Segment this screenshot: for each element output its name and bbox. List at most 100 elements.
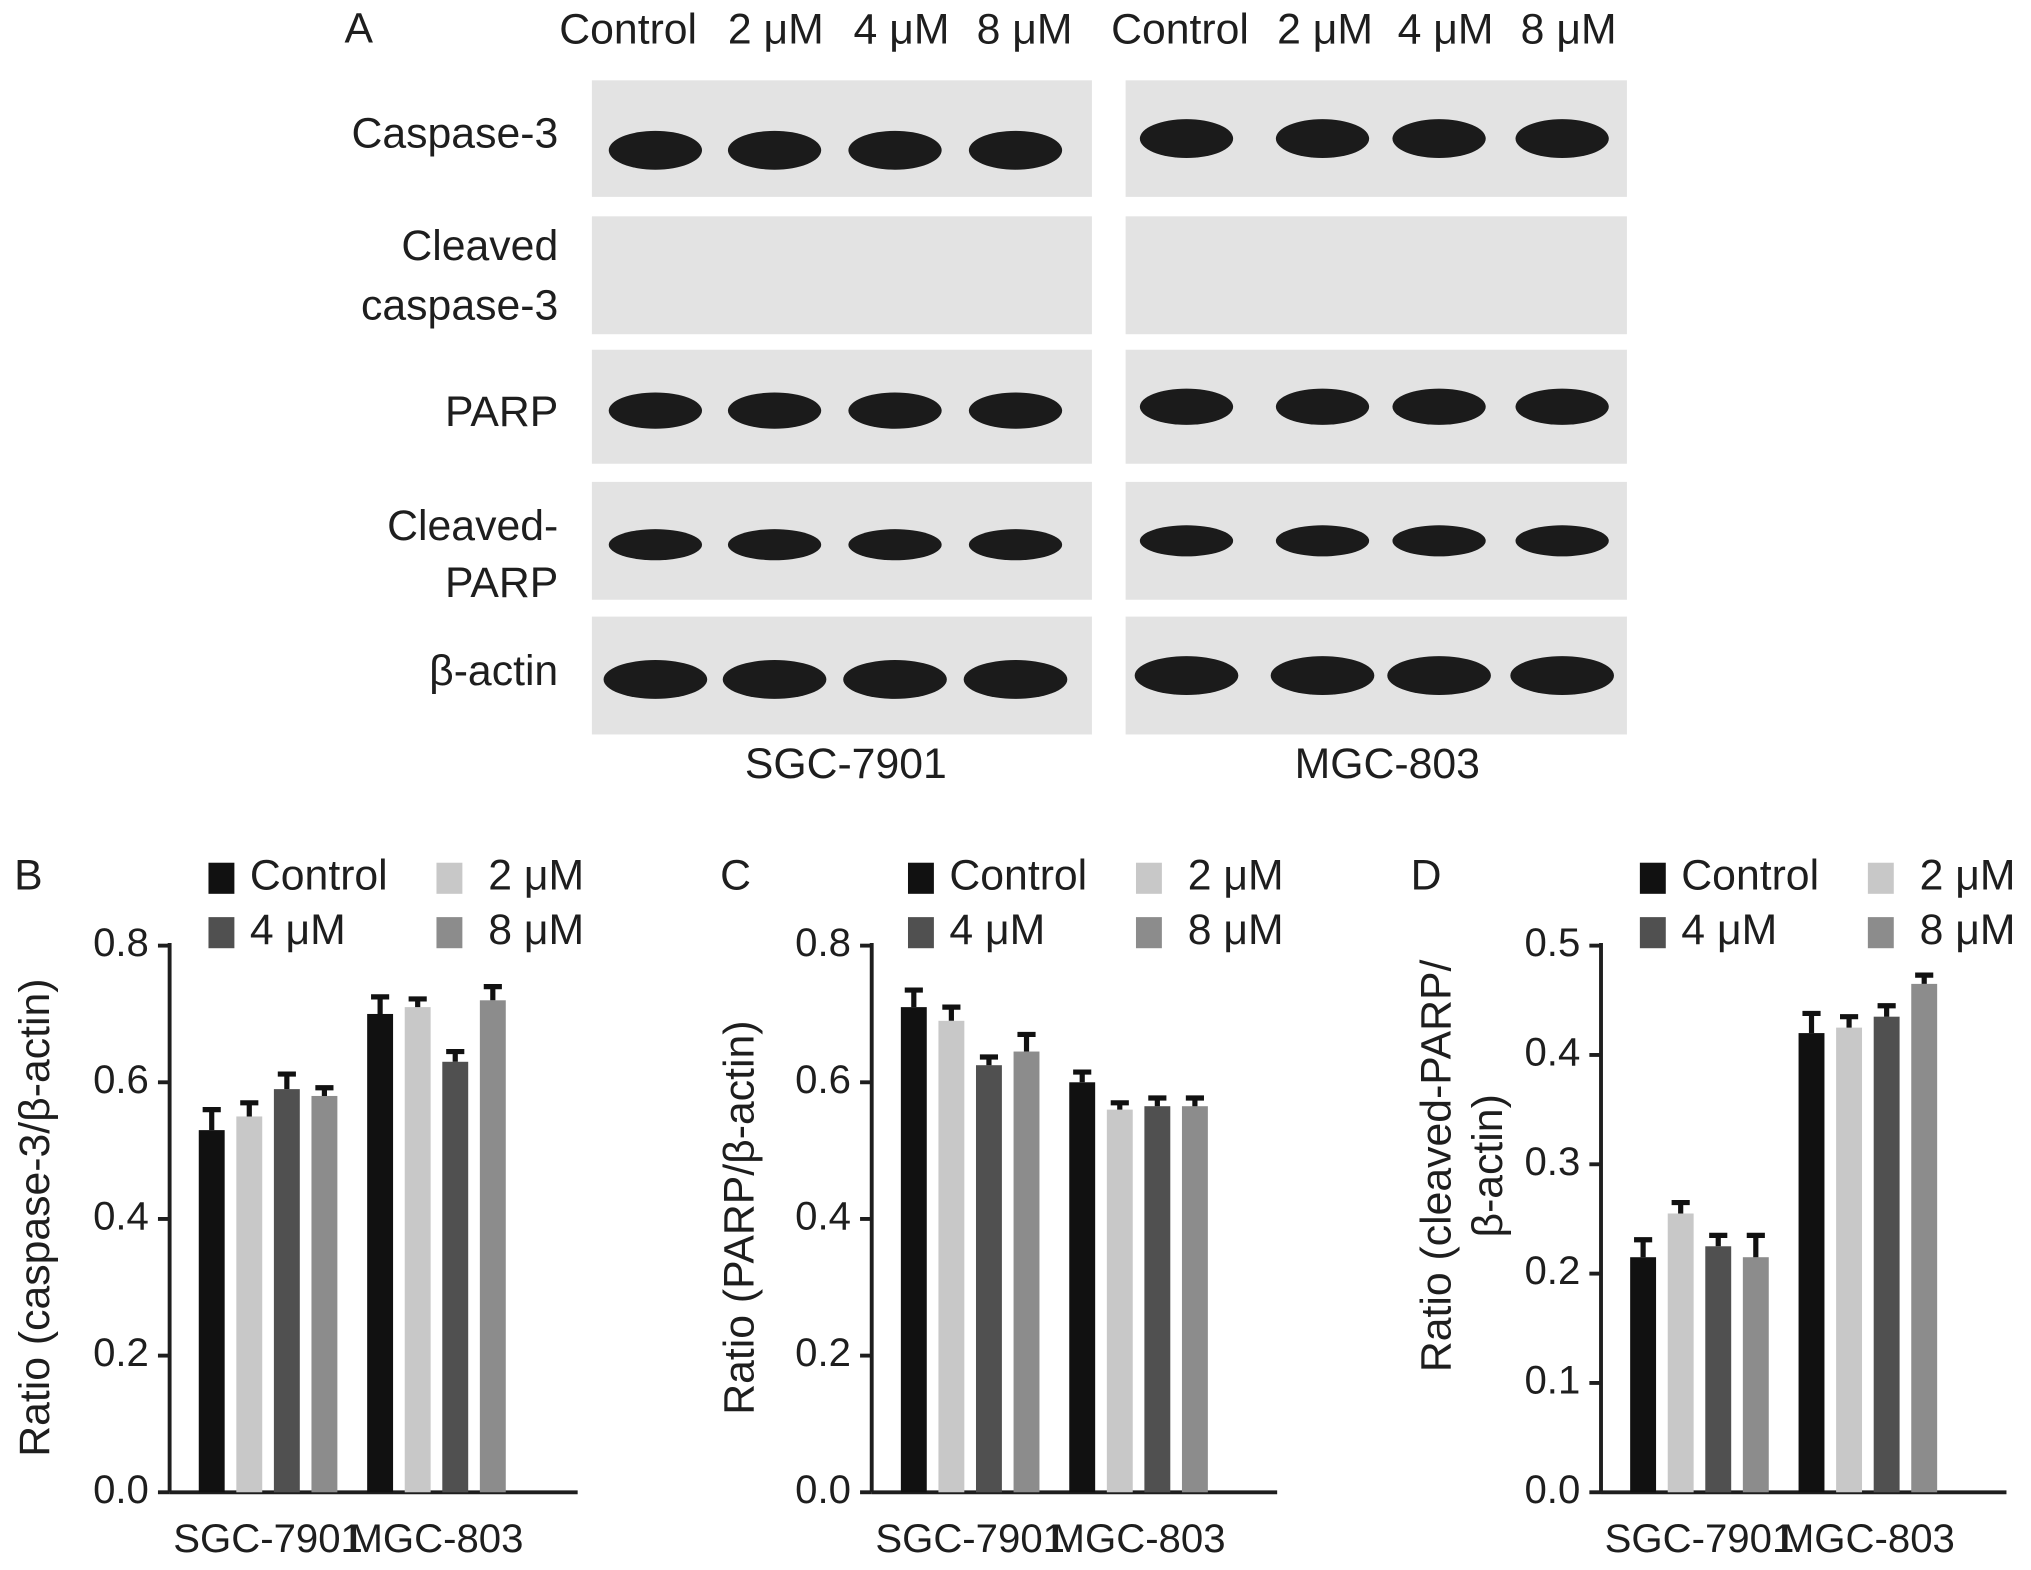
error-bar	[904, 987, 923, 1008]
cell-line-label: SGC-7901	[745, 740, 947, 788]
legend-label: Control	[949, 852, 1087, 900]
legend-label: 8 μM	[488, 906, 584, 954]
bar	[1069, 1082, 1096, 1493]
band	[848, 392, 942, 429]
error-bar	[1840, 1014, 1859, 1028]
x-tick-label: MGC-803	[349, 1516, 523, 1561]
panel-letter: D	[1411, 852, 1442, 900]
bar	[1911, 983, 1938, 1493]
band	[1275, 525, 1370, 557]
bar	[1181, 1106, 1208, 1493]
band	[1387, 656, 1491, 695]
bar	[479, 1000, 506, 1493]
error-bar	[202, 1107, 221, 1131]
band	[1510, 656, 1614, 695]
legend-swatch	[1135, 862, 1162, 894]
y-tick-label: 0.0	[795, 1467, 851, 1512]
bar	[1705, 1246, 1732, 1493]
legend-label: 8 μM	[1920, 906, 2016, 954]
band	[1515, 119, 1609, 159]
band	[1139, 388, 1234, 425]
band	[968, 130, 1063, 170]
error-bar	[446, 1048, 465, 1062]
legend-label: 4 μM	[250, 906, 346, 954]
y-tick-label: 0.8	[93, 920, 149, 965]
legend-swatch	[1639, 862, 1666, 894]
y-tick-label: 0.1	[1524, 1358, 1580, 1403]
bar	[938, 1020, 965, 1493]
band	[1275, 119, 1370, 159]
error-bar	[1634, 1237, 1653, 1258]
bar	[442, 1061, 469, 1493]
y-tick-label: 0.6	[795, 1057, 851, 1102]
x-tick-label: MGC-803	[1052, 1516, 1226, 1561]
lane-label: 4 μM	[1398, 6, 1494, 54]
band	[1515, 525, 1609, 557]
band	[722, 659, 827, 699]
band	[727, 529, 822, 561]
legend-swatch	[208, 917, 235, 949]
lane-label: 2 μM	[728, 6, 824, 54]
row-label: PARP	[445, 559, 558, 607]
legend-swatch	[1867, 917, 1894, 949]
bar	[1873, 1016, 1900, 1493]
y-tick-label: 0.2	[1524, 1248, 1580, 1293]
error-bar	[1185, 1095, 1204, 1107]
legend-label: 4 μM	[1681, 906, 1777, 954]
legend-label: Control	[1681, 852, 1819, 900]
row-label: Cleaved	[401, 222, 558, 270]
error-bar	[1073, 1069, 1092, 1083]
band	[968, 529, 1063, 561]
lane-label: Control	[1111, 6, 1249, 54]
band	[608, 130, 703, 170]
legend-label: Control	[250, 852, 388, 900]
bar	[1798, 1033, 1825, 1493]
y-tick-label: 0.4	[93, 1194, 149, 1239]
band	[727, 130, 822, 170]
y-tick-label: 0.4	[795, 1194, 851, 1239]
error-bar	[979, 1054, 999, 1066]
error-bar	[1110, 1100, 1129, 1110]
y-axis-label: Ratio (cleaved-PARP/	[1412, 959, 1460, 1372]
lane-label: 8 μM	[977, 6, 1073, 54]
y-tick-label: 0.6	[93, 1057, 149, 1102]
band	[968, 392, 1063, 429]
blot-panel	[1125, 216, 1627, 335]
row-label: Caspase-3	[352, 109, 559, 157]
bar	[198, 1130, 225, 1493]
row-label: caspase-3	[361, 282, 558, 330]
band	[1275, 388, 1370, 425]
y-tick-label: 0.2	[93, 1330, 149, 1375]
error-bar	[371, 994, 390, 1014]
band	[727, 392, 822, 429]
legend-swatch	[436, 862, 463, 894]
bar	[1144, 1106, 1171, 1493]
bar	[367, 1013, 394, 1493]
legend-swatch	[1639, 917, 1666, 949]
y-tick-label: 0.3	[1524, 1139, 1580, 1184]
band	[1392, 388, 1486, 425]
bar	[311, 1095, 338, 1493]
error-bar	[1709, 1232, 1728, 1247]
error-bar	[408, 996, 427, 1008]
bar	[975, 1065, 1002, 1493]
y-tick-label: 0.4	[1524, 1030, 1580, 1075]
legend-swatch	[208, 862, 235, 894]
error-bar	[240, 1100, 259, 1117]
band	[608, 392, 703, 429]
bar	[273, 1089, 300, 1493]
error-bar	[1148, 1095, 1167, 1107]
error-bar	[315, 1085, 334, 1096]
y-axis-label: β-actin)	[1464, 1094, 1512, 1237]
bar	[1667, 1213, 1694, 1493]
legend-label: 2 μM	[1188, 852, 1284, 900]
error-bar	[483, 984, 502, 1001]
bar	[900, 1007, 927, 1493]
cell-line-label: MGC-803	[1295, 740, 1480, 788]
error-bar	[1017, 1031, 1036, 1052]
bar	[236, 1116, 263, 1493]
error-bar	[1915, 972, 1934, 984]
panel-letter: B	[14, 852, 43, 900]
y-tick-label: 0.8	[795, 920, 851, 965]
